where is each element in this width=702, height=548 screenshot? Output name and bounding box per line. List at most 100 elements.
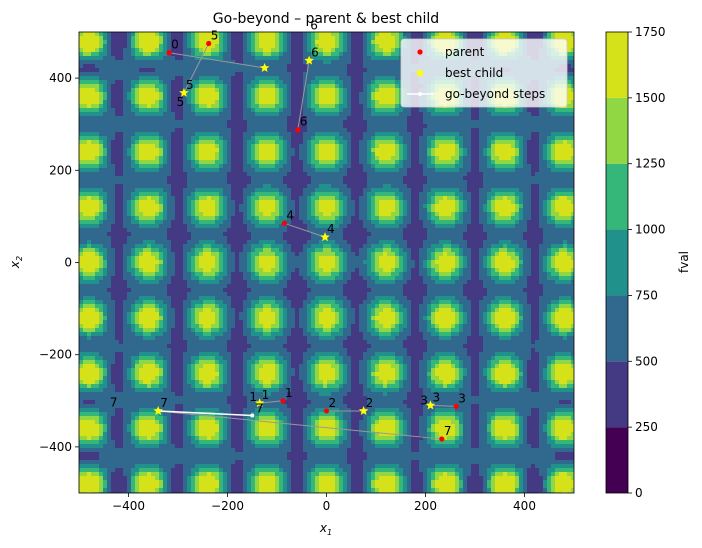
contour-cell <box>347 188 351 192</box>
contour-cell <box>515 144 519 148</box>
contour-cell <box>243 188 247 192</box>
contour-cell <box>83 192 87 196</box>
contour-cell <box>111 60 115 64</box>
contour-cell <box>123 116 127 120</box>
contour-cell <box>331 164 335 168</box>
contour-cell <box>379 160 383 164</box>
contour-cell <box>115 108 119 112</box>
contour-cell <box>179 164 183 168</box>
contour-cell <box>363 88 367 92</box>
contour-cell <box>191 128 195 132</box>
contour-cell <box>311 188 315 192</box>
contour-cell <box>511 168 515 172</box>
contour-cell <box>83 44 87 48</box>
contour-cell <box>335 160 339 164</box>
contour-cell <box>223 148 227 152</box>
contour-cell <box>551 184 555 188</box>
contour-cell <box>223 124 227 128</box>
contour-cell <box>391 160 395 164</box>
contour-cell <box>323 132 327 136</box>
contour-cell <box>435 140 439 144</box>
contour-cell <box>311 44 315 48</box>
contour-cell <box>107 32 111 36</box>
contour-cell <box>259 48 263 52</box>
contour-cell <box>311 140 315 144</box>
contour-cell <box>91 56 95 60</box>
contour-cell <box>163 108 167 112</box>
contour-cell <box>267 108 271 112</box>
contour-cell <box>439 152 443 156</box>
contour-cell <box>239 180 243 184</box>
contour-cell <box>167 92 171 96</box>
contour-cell <box>287 72 291 76</box>
contour-cell <box>491 136 495 140</box>
contour-cell <box>79 148 83 152</box>
contour-cell <box>271 76 275 80</box>
contour-cell <box>155 180 159 184</box>
contour-cell <box>143 160 147 164</box>
contour-cell <box>407 112 411 116</box>
contour-cell <box>331 88 335 92</box>
contour-cell <box>131 76 135 80</box>
contour-cell <box>283 76 287 80</box>
contour-cell <box>167 48 171 52</box>
contour-cell <box>255 144 259 148</box>
contour-cell <box>143 96 147 100</box>
contour-cell <box>363 176 367 180</box>
contour-cell <box>451 36 455 40</box>
contour-cell <box>215 88 219 92</box>
contour-cell <box>439 172 443 176</box>
contour-cell <box>183 36 187 40</box>
contour-cell <box>447 36 451 40</box>
contour-cell <box>259 68 263 72</box>
contour-cell <box>327 64 331 68</box>
contour-cell <box>379 180 383 184</box>
contour-cell <box>367 180 371 184</box>
contour-cell <box>343 120 347 124</box>
contour-cell <box>251 92 255 96</box>
contour-cell <box>455 120 459 124</box>
contour-cell <box>399 132 403 136</box>
contour-cell <box>135 84 139 88</box>
contour-cell <box>199 192 203 196</box>
contour-cell <box>111 76 115 80</box>
contour-cell <box>335 188 339 192</box>
contour-cell <box>315 180 319 184</box>
contour-cell <box>283 92 287 96</box>
contour-cell <box>279 120 283 124</box>
contour-cell <box>203 100 207 104</box>
contour-cell <box>259 112 263 116</box>
contour-cell <box>295 72 299 76</box>
contour-cell <box>495 132 499 136</box>
contour-cell <box>131 108 135 112</box>
contour-cell <box>91 40 95 44</box>
contour-cell <box>443 156 447 160</box>
contour-cell <box>159 184 163 188</box>
contour-cell <box>131 68 135 72</box>
contour-cell <box>359 40 363 44</box>
contour-cell <box>271 36 275 40</box>
contour-cell <box>379 52 383 56</box>
contour-cell <box>567 112 571 116</box>
contour-cell <box>335 88 339 92</box>
contour-cell <box>367 64 371 68</box>
contour-cell <box>395 88 399 92</box>
contour-cell <box>571 160 574 164</box>
contour-cell <box>267 152 271 156</box>
contour-cell <box>327 96 331 100</box>
contour-cell <box>183 136 187 140</box>
contour-cell <box>103 44 107 48</box>
contour-cell <box>259 176 263 180</box>
contour-cell <box>339 184 343 188</box>
contour-cell <box>423 116 427 120</box>
contour-cell <box>115 180 119 184</box>
contour-cell <box>295 44 299 48</box>
contour-cell <box>159 124 163 128</box>
contour-cell <box>187 96 191 100</box>
contour-cell <box>551 176 555 180</box>
contour-cell <box>235 156 239 160</box>
contour-cell <box>447 180 451 184</box>
contour-cell <box>187 44 191 48</box>
contour-cell <box>367 80 371 84</box>
contour-cell <box>523 124 527 128</box>
